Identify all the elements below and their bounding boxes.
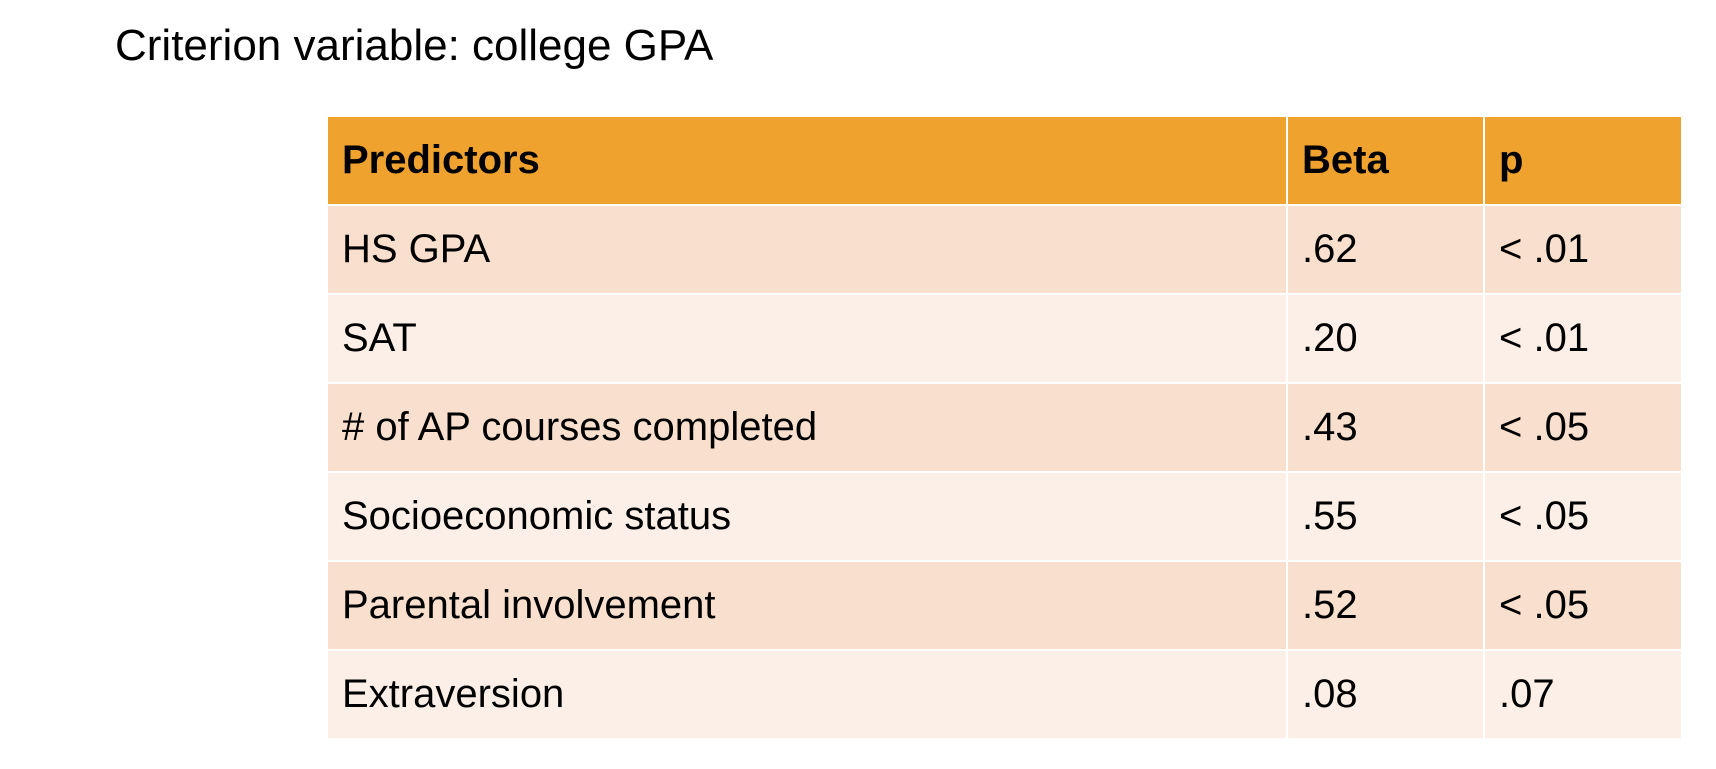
p-cell: < .01 [1483,204,1683,295]
beta-cell: .43 [1286,382,1485,473]
predictor-cell: Extraversion [326,649,1288,740]
predictor-cell: Parental involvement [326,560,1288,651]
header-beta: Beta [1286,115,1485,206]
predictor-cell: HS GPA [326,204,1288,295]
beta-cell: .20 [1286,293,1485,384]
predictor-cell: Socioeconomic status [326,471,1288,562]
p-cell: < .05 [1483,471,1683,562]
table-row: Extraversion .08.07 [326,649,1683,740]
criterion-title: Criterion variable: college GPA [115,21,714,70]
p-cell: < .01 [1483,293,1683,384]
header-p: p [1483,115,1683,206]
p-cell: < .05 [1483,382,1683,473]
beta-cell: .08 [1286,649,1485,740]
table-row: Parental involvement .52 < .05 [326,560,1683,651]
table-header-row: Predictors Beta p [326,115,1683,206]
predictor-cell: SAT [326,293,1288,384]
beta-cell: .55 [1286,471,1485,562]
header-predictors: Predictors [326,115,1288,206]
predictor-cell: # of AP courses completed [326,382,1288,473]
table-row: # of AP courses completed .43 < .05 [326,382,1683,473]
beta-cell: .52 [1286,560,1485,651]
predictors-table: Predictors Beta p HS GPA .62 < .01 SAT .20 < … [326,115,1683,740]
p-cell: < .05 [1483,560,1683,651]
beta-cell: .62 [1286,204,1485,295]
table-row: Socioeconomic status .55 < .05 [326,471,1683,562]
p-cell: .07 [1483,649,1683,740]
table-row: HS GPA .62 < .01 [326,204,1683,295]
table-row: SAT .20 < .01 [326,293,1683,384]
